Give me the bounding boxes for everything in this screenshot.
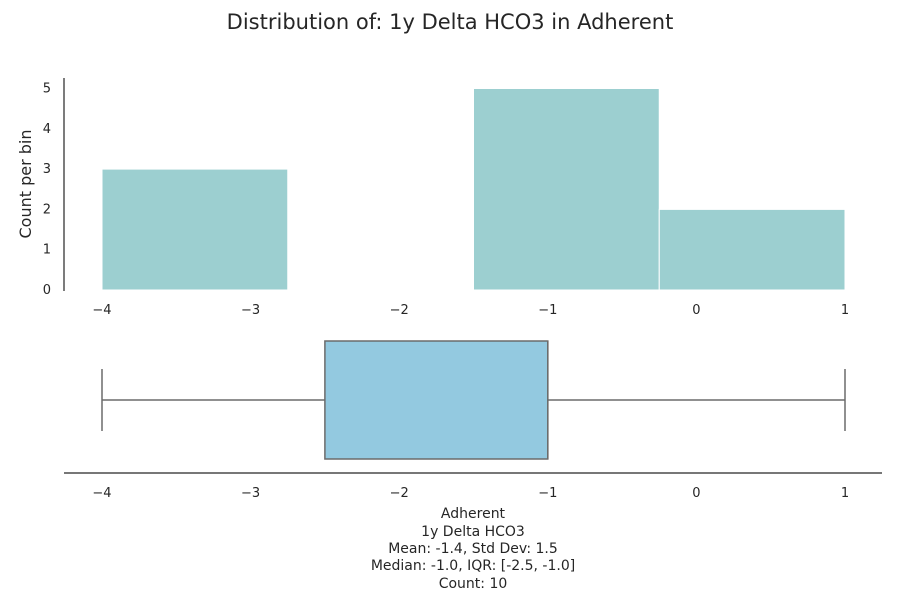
x-tick-label: −4 <box>92 486 111 501</box>
boxplot-panel: −4 −3 −2 −1 0 1 <box>64 340 882 501</box>
info-stats-median: Median: -1.0, IQR: [-2.5, -1.0] <box>371 558 575 574</box>
x-tick-label: −1 <box>538 486 557 501</box>
x-tick-label: −3 <box>241 303 260 318</box>
x-tick-label: 1 <box>841 303 849 318</box>
info-stats-mean: Mean: -1.4, Std Dev: 1.5 <box>388 541 558 557</box>
y-axis-label: Count per bin <box>16 129 35 238</box>
x-tick-label: −2 <box>390 486 409 501</box>
info-variable: 1y Delta HCO3 <box>421 524 525 540</box>
info-block: Adherent 1y Delta HCO3 Mean: -1.4, Std D… <box>371 506 575 592</box>
y-tick-label: 1 <box>43 243 51 258</box>
y-tick-label: 5 <box>43 82 51 97</box>
info-count: Count: 10 <box>439 576 508 592</box>
x-tick-label: 1 <box>841 486 849 501</box>
x-tick-label: 0 <box>692 303 700 318</box>
info-group: Adherent <box>441 506 506 522</box>
x-tick-label: −2 <box>390 303 409 318</box>
x-tick-label: −3 <box>241 486 260 501</box>
histogram-panel: 0 1 2 3 4 5 −4 −3 −2 −1 0 1 <box>43 78 849 318</box>
x-tick-label: −4 <box>92 303 111 318</box>
x-tick-label: 0 <box>692 486 700 501</box>
iqr-box <box>324 340 549 460</box>
y-tick-label: 0 <box>43 283 51 298</box>
histogram-bar <box>101 168 289 291</box>
histogram-bar <box>473 88 660 291</box>
x-tick-label: −1 <box>538 303 557 318</box>
y-tick-label: 4 <box>43 122 51 137</box>
y-tick-label: 3 <box>43 162 51 177</box>
histogram-bar <box>658 208 846 291</box>
chart-title: Distribution of: 1y Delta HCO3 in Adhere… <box>227 10 674 34</box>
y-tick-label: 2 <box>43 202 51 217</box>
